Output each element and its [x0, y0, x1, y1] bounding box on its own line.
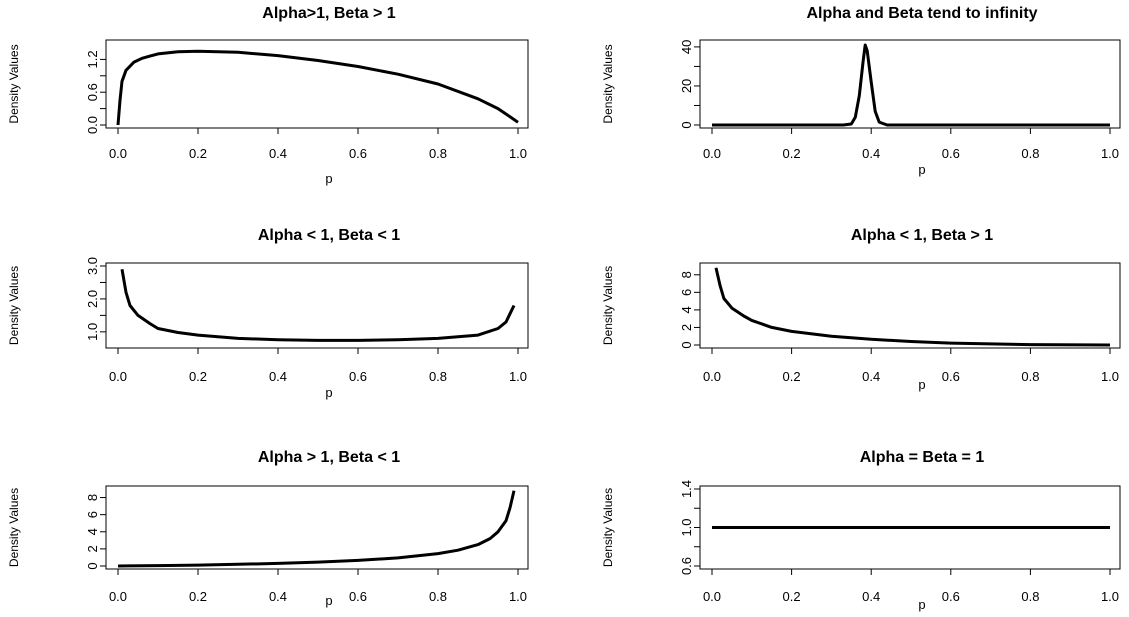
x-tick-label: 0.2: [783, 589, 801, 604]
y-axis-label: Density Values: [7, 488, 21, 567]
x-tick-label: 0.8: [1021, 369, 1039, 384]
y-tick-label: 0.6: [85, 83, 100, 101]
x-tick-label: 1.0: [1101, 369, 1119, 384]
x-tick-label: 0.0: [109, 589, 127, 604]
y-tick-label: 2.0: [85, 290, 100, 308]
x-tick-label: 0.4: [269, 589, 287, 604]
density-curve: [712, 43, 1110, 127]
x-tick-label: 0.2: [783, 369, 801, 384]
x-axis-label: p: [325, 593, 332, 608]
x-tick-label: 0.4: [862, 589, 880, 604]
x-tick-label: 0.8: [429, 146, 447, 161]
plot-frame: [105, 39, 529, 129]
x-tick-label: 0.0: [109, 369, 127, 384]
chart-title: Alpha and Beta tend to infinity: [806, 5, 1037, 22]
x-axis-label: p: [918, 597, 925, 612]
y-axis-label: Density Values: [601, 488, 615, 567]
y-tick-label: 3.0: [85, 257, 100, 275]
y-axis-label: Density Values: [7, 266, 21, 345]
y-tick-label: 0: [85, 562, 100, 569]
chart-panel-2: Alpha and Beta tend to infinity 0.0 0.2 0.4…: [601, 5, 1121, 177]
y-tick-label: 0: [679, 341, 694, 348]
y-tick-label: 6: [85, 511, 100, 518]
x-tick-label: 0.8: [1021, 589, 1039, 604]
y-tick-label: 1.4: [679, 480, 694, 498]
density-curve: [116, 49, 519, 126]
plot-frame: [699, 262, 1121, 349]
density-curve: [120, 269, 516, 342]
x-axis-label: p: [918, 162, 925, 177]
chart-title: Alpha>1, Beta > 1: [262, 5, 395, 22]
x-tick-label: 0.6: [942, 146, 960, 161]
x-tick-label: 0.8: [1021, 146, 1039, 161]
y-tick-label: 1.2: [85, 50, 100, 68]
x-tick-label: 0.0: [109, 146, 127, 161]
x-axis-label: p: [325, 171, 332, 186]
x-tick-label: 0.6: [942, 369, 960, 384]
x-tick-label: 0.0: [703, 589, 721, 604]
x-tick-label: 0.2: [189, 146, 207, 161]
x-tick-label: 0.6: [349, 146, 367, 161]
chart-title: Alpha > 1, Beta < 1: [258, 449, 400, 466]
plot-frame: [105, 485, 529, 570]
x-tick-label: 0.4: [269, 146, 287, 161]
x-tick-label: 0.4: [269, 369, 287, 384]
x-tick-label: 0.0: [703, 369, 721, 384]
y-tick-label: 2: [679, 324, 694, 331]
density-curve: [117, 490, 516, 568]
x-tick-label: 0.4: [862, 369, 880, 384]
x-tick-label: 0.2: [189, 589, 207, 604]
x-tick-label: 0.0: [703, 146, 721, 161]
plot-frame: [105, 262, 529, 349]
x-axis-label: p: [325, 385, 332, 400]
y-tick-label: 0.6: [679, 557, 694, 575]
x-axis-label: p: [918, 377, 925, 392]
chart-panel-3: Alpha < 1, Beta < 1 0.0 0.2 0.4 0.6 0.8 1.0 p 1.…: [7, 227, 529, 400]
x-tick-label: 0.6: [942, 589, 960, 604]
chart-panel-4: Alpha < 1, Beta > 1 0.0 0.2 0.4 0.6 0.8 1.0 p 0 2…: [601, 227, 1121, 392]
y-tick-label: 1.0: [85, 323, 100, 341]
y-tick-label: 4: [679, 306, 694, 313]
x-tick-label: 1.0: [509, 146, 527, 161]
x-tick-label: 0.2: [783, 146, 801, 161]
chart-title: Alpha < 1, Beta > 1: [851, 227, 993, 244]
chart-title: Alpha < 1, Beta < 1: [258, 227, 400, 244]
x-tick-label: 0.8: [429, 589, 447, 604]
density-curve: [714, 267, 1111, 347]
chart-panel-1: Alpha>1, Beta > 1 0.0 0.2 0.4 0.6 0.8 1.0 p 0.0 0…: [7, 5, 529, 186]
y-tick-label: 1.0: [679, 518, 694, 536]
chart-panel-6: Alpha = Beta = 1 0.0 0.2 0.4 0.6 0.8 1.0 p 0.6 1.…: [601, 449, 1121, 612]
x-tick-label: 1.0: [509, 369, 527, 384]
x-tick-label: 0.6: [349, 589, 367, 604]
x-tick-label: 1.0: [1101, 589, 1119, 604]
x-tick-label: 0.2: [189, 369, 207, 384]
x-tick-label: 0.6: [349, 369, 367, 384]
chart-title: Alpha = Beta = 1: [860, 449, 985, 466]
x-tick-label: 0.8: [429, 369, 447, 384]
y-tick-label: 4: [85, 528, 100, 535]
y-tick-label: 8: [679, 271, 694, 278]
x-tick-label: 0.4: [862, 146, 880, 161]
y-tick-label: 0: [679, 121, 694, 128]
y-tick-label: 6: [679, 289, 694, 296]
y-tick-label: 20: [679, 79, 694, 93]
y-axis-label: Density Values: [601, 44, 615, 123]
y-tick-label: 8: [85, 494, 100, 501]
y-tick-label: 0.0: [85, 116, 100, 134]
plot-frame: [699, 39, 1121, 129]
y-axis-label: Density Values: [601, 266, 615, 345]
y-axis-label: Density Values: [7, 44, 21, 123]
x-tick-label: 1.0: [509, 589, 527, 604]
y-tick-label: 2: [85, 545, 100, 552]
chart-panel-5: Alpha > 1, Beta < 1 0.0 0.2 0.4 0.6 0.8 1.0 p 0 2…: [7, 449, 529, 608]
y-tick-label: 40: [679, 40, 694, 54]
x-tick-label: 1.0: [1101, 146, 1119, 161]
